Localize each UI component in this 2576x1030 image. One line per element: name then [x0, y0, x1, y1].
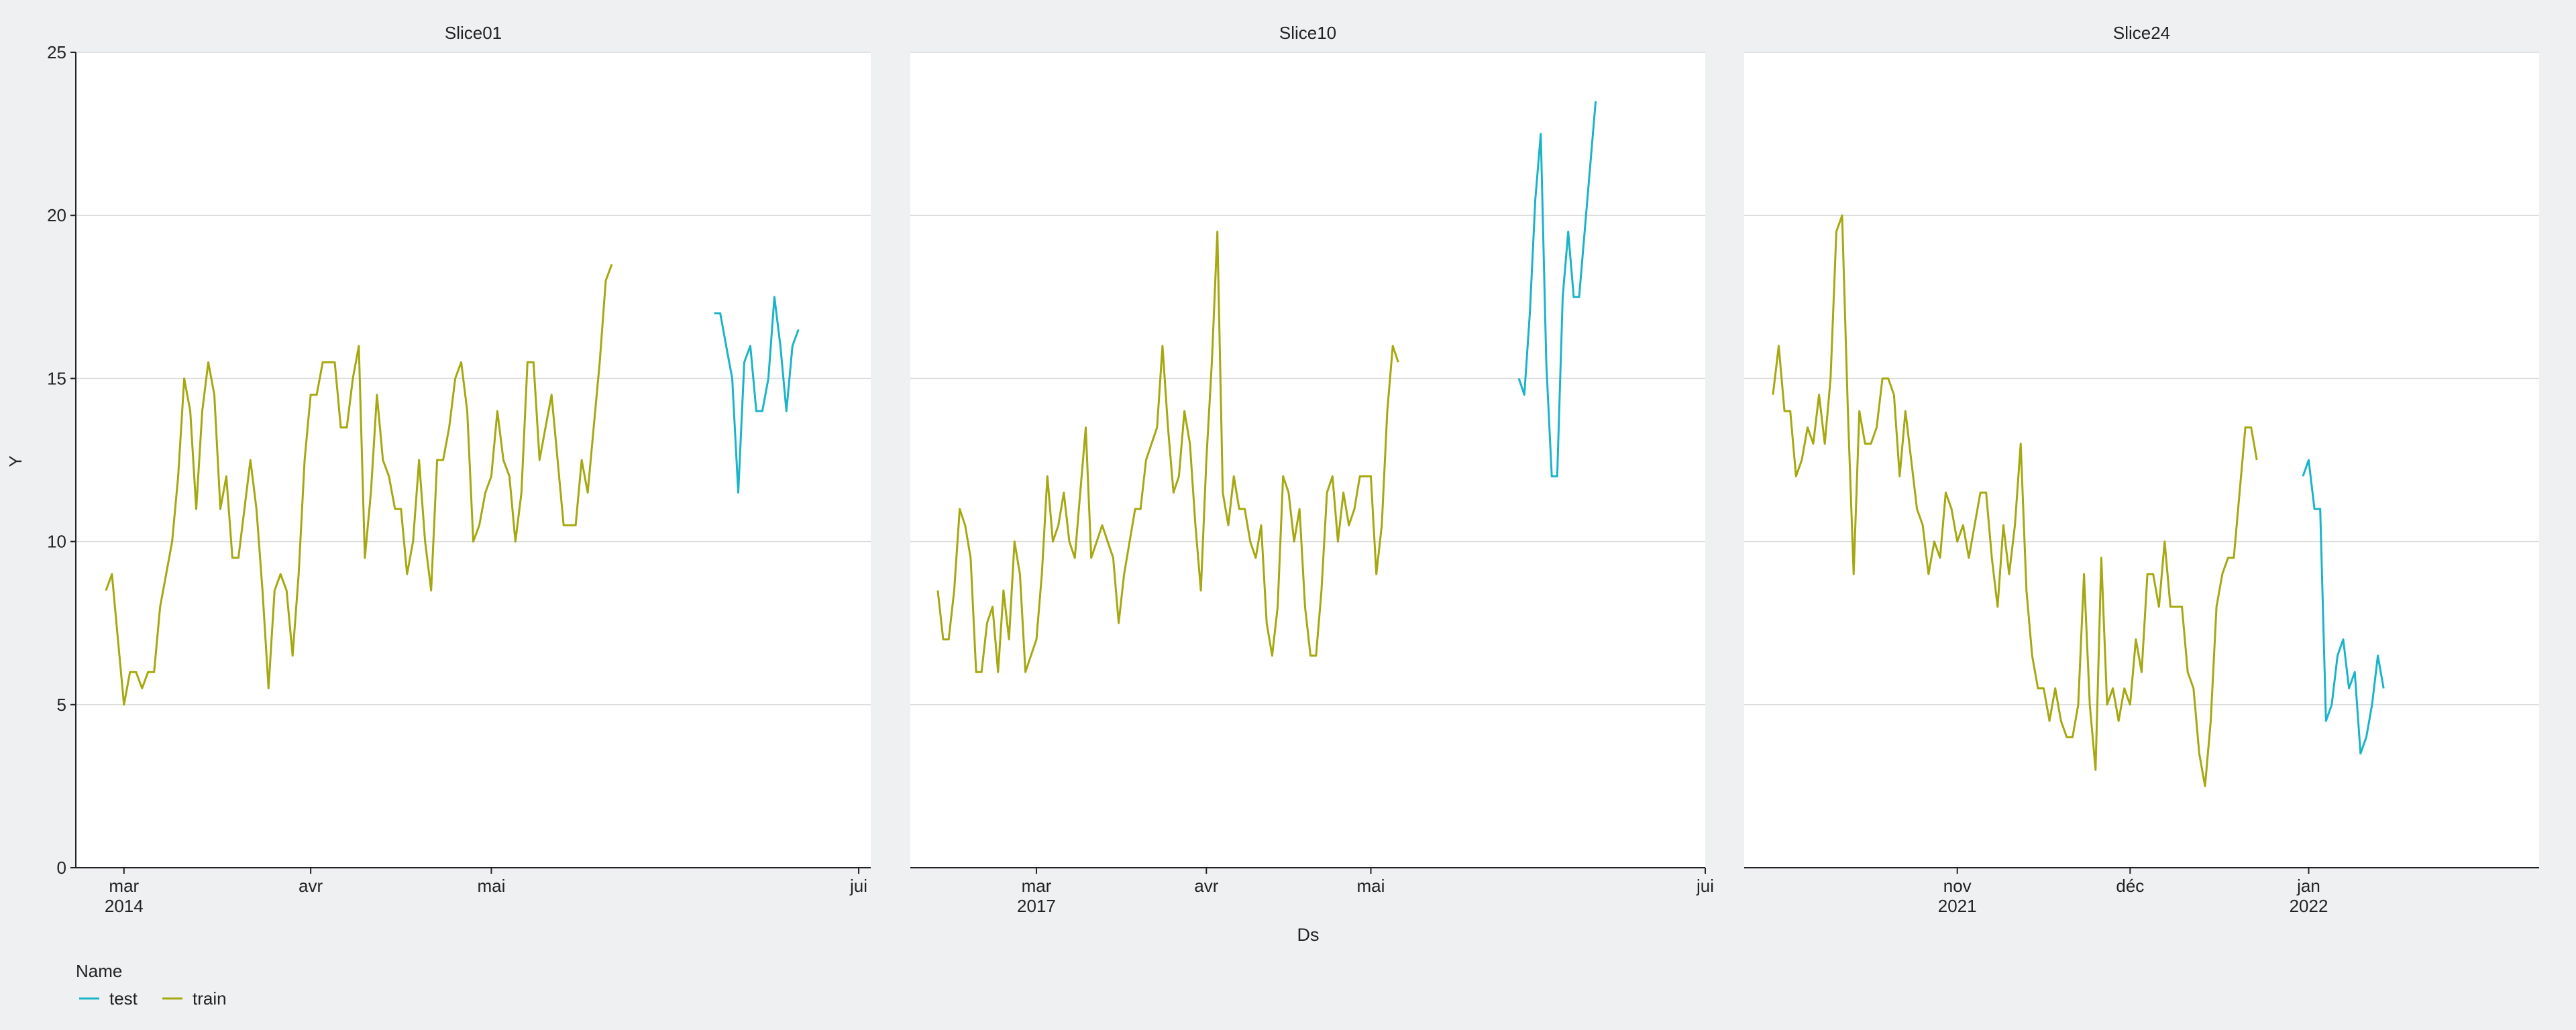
- x-tick-year-label: 2014: [105, 896, 144, 916]
- y-tick-label: 10: [47, 532, 66, 552]
- x-tick-year-label: 2022: [2290, 896, 2328, 916]
- panel-background: [910, 52, 1705, 868]
- series-line-test: [714, 296, 800, 494]
- x-tick-label: jui: [1696, 876, 1714, 896]
- y-tick-label: 15: [47, 368, 66, 388]
- series-line-train: [1772, 214, 2258, 787]
- series-line-train: [105, 264, 613, 706]
- x-tick-label: avr: [1194, 876, 1218, 896]
- y-axis-label: Y: [5, 455, 25, 467]
- x-tick-label: mai: [1357, 876, 1385, 896]
- x-tick-label: nov: [1943, 876, 1972, 896]
- y-tick-label: 20: [47, 205, 66, 225]
- x-axis-label: Ds: [1297, 925, 1320, 945]
- y-tick-label: 0: [57, 858, 66, 878]
- legend-label: test: [109, 988, 138, 1009]
- x-tick-label: jan: [2296, 876, 2320, 896]
- x-tick-label: jui: [849, 876, 867, 896]
- panel-title: Slice10: [1279, 23, 1336, 43]
- y-tick-label: 25: [47, 42, 66, 62]
- panel-background: [76, 52, 871, 868]
- panel-title: Slice24: [2113, 23, 2170, 43]
- legend-label: train: [193, 988, 227, 1009]
- series-line-test: [1517, 101, 1597, 477]
- series-line-test: [2302, 459, 2385, 755]
- legend: Name test train: [76, 961, 227, 1009]
- x-tick-year-label: 2021: [1938, 896, 1977, 916]
- x-tick-label: mar: [1022, 876, 1052, 896]
- x-tick-label: déc: [2116, 876, 2144, 896]
- x-tick-label: mar: [109, 876, 139, 896]
- x-tick-label: avr: [299, 876, 323, 896]
- x-tick-year-label: 2017: [1017, 896, 1056, 916]
- series-line-train: [936, 231, 1399, 673]
- panel-title: Slice01: [445, 23, 502, 43]
- x-tick-label: mai: [477, 876, 505, 896]
- legend-item-test: test: [79, 988, 138, 1009]
- legend-items: test train: [79, 988, 227, 1009]
- legend-item-train: train: [162, 988, 227, 1009]
- legend-title: Name: [76, 961, 122, 981]
- y-tick-label: 5: [57, 695, 66, 715]
- panel-background: [1744, 52, 2539, 868]
